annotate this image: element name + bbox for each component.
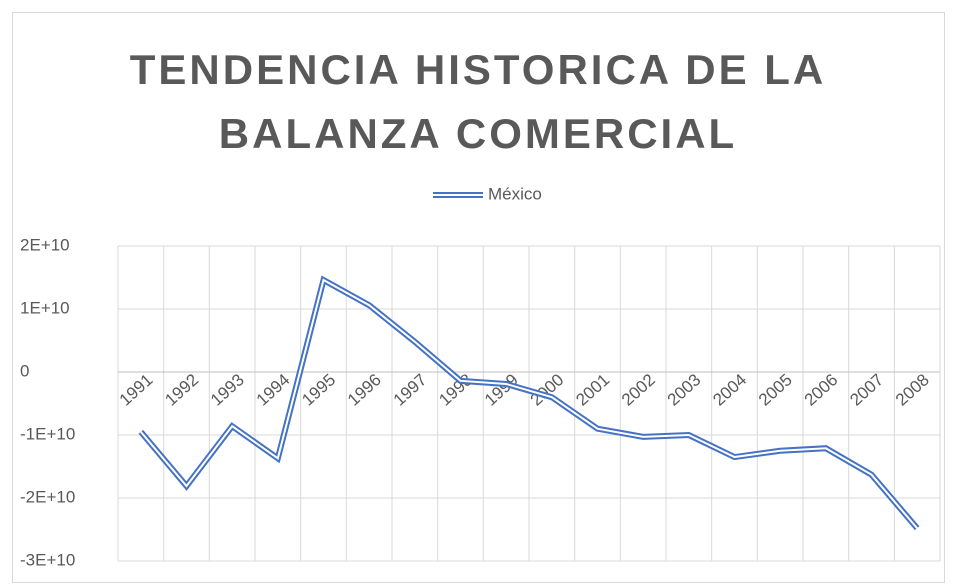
- y-tick-label: 0: [20, 361, 29, 380]
- chart-title: TENDENCIA HISTORICA DE LA BALANZA COMERC…: [129, 46, 827, 157]
- y-tick-label: -3E+10: [20, 550, 75, 569]
- y-tick-label: -2E+10: [20, 487, 75, 506]
- line-inner: [140, 278, 918, 529]
- y-tick-label: 1E+10: [20, 298, 70, 317]
- legend-label: México: [488, 184, 542, 203]
- chart-border: [12, 12, 945, 583]
- y-tick-label: 2E+10: [20, 235, 70, 254]
- y-tick-label: -1E+10: [20, 424, 75, 443]
